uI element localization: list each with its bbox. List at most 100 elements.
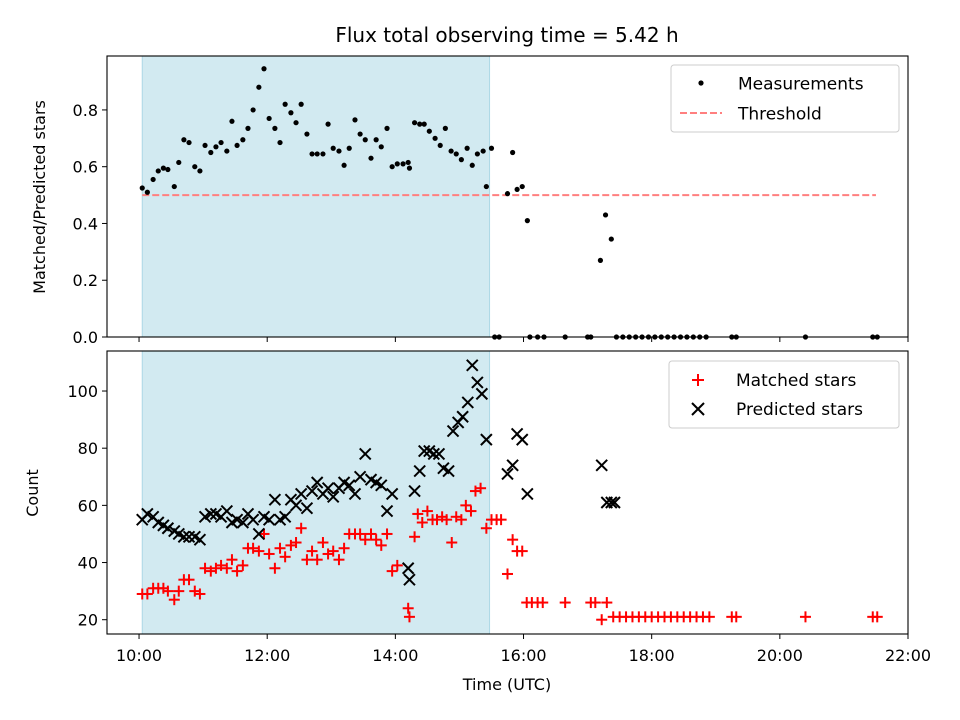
y-tick-label: 0.8 [73,101,98,120]
x-tick-label: 14:00 [372,646,418,665]
predicted-stars-point [427,447,441,461]
measurement-point [341,162,347,168]
measurement-point [514,186,520,193]
measurement-point [288,110,294,116]
measurement-point [330,145,336,151]
measurement-point [240,137,246,143]
predicted-stars-point [289,499,303,512]
matched-stars-point [402,602,414,614]
measurement-point [155,168,161,174]
measurement-point [309,151,315,157]
matched-stars-point [317,537,329,549]
predicted-stars-point [177,530,191,544]
measurement-point [256,84,262,90]
predicted-stars-point [348,487,362,501]
y-tick-label: 0.6 [73,158,98,177]
matched-stars-point [460,499,472,511]
matched-stars-point [601,597,613,609]
y-tick-label: 0.2 [73,271,98,290]
y-tick-label: 0.4 [73,214,98,233]
matched-stars-point [480,522,492,534]
legend-predicted-marker [691,402,705,416]
y-tick-label: 20 [78,611,98,630]
predicted-stars-point [326,490,340,503]
predicted-stars-point [471,376,484,389]
ratio-panel-frame [106,55,909,338]
predicted-stars-point [401,562,415,575]
matched-stars-point [306,545,318,557]
measurement-point [437,142,443,149]
measurement-point [524,218,530,224]
matched-stars-point [162,585,174,597]
measurement-point [426,128,432,134]
matched-stars-point [354,528,366,540]
predicted-stars-point [456,410,469,423]
predicted-stars-point [408,484,421,498]
matched-stars-point [559,597,571,609]
predicted-stars-point [204,507,218,521]
matched-stars-point [370,534,382,546]
matched-stars-point [237,559,249,571]
measurement-point [448,148,454,154]
y-tick-label: 80 [78,439,98,458]
predicted-stars-point [446,424,460,438]
measurement-point [362,137,368,143]
measurement-point [336,148,342,154]
predicted-stars-point [343,479,356,492]
measurement-point [218,139,224,146]
matched-stars-point [199,562,211,574]
legend-matched-label: Matched stars [736,371,856,391]
measurement-point [483,183,489,190]
predicted-stars-point [403,573,416,586]
predicted-stars-point [310,476,324,489]
measurement-point [314,151,320,157]
y-tick-label: 40 [78,554,98,573]
matched-stars-point [221,562,233,574]
measurement-point [192,164,198,170]
predicted-stars-point [506,459,519,472]
measurement-point [394,161,400,167]
measurement-point [229,118,235,124]
matched-stars-point [215,559,227,571]
matched-stars-point [589,597,601,609]
matched-stars-point [269,562,281,574]
predicted-stars-point [413,464,426,478]
matched-stars-point [412,508,424,520]
measurement-point [261,66,267,72]
measurement-point [474,151,480,157]
x-tick-label: 16:00 [500,646,546,665]
count-legend: Matched stars Predicted stars [668,360,900,429]
measurement-point [480,148,486,154]
matched-stars-point [441,514,453,526]
matched-stars-point [507,534,519,546]
predicted-stars-point [432,447,446,461]
x-tick-label: 12:00 [244,646,290,665]
x-tick-label: 10:00 [116,646,162,665]
y-tick-label: 60 [78,496,98,515]
predicted-stars-point [521,487,534,501]
predicted-stars-point [385,487,399,501]
measurement-point [411,120,418,126]
matched-stars-point [799,611,811,623]
predicted-stars-point [461,396,474,409]
measurement-point [384,125,390,131]
matched-stars-point [231,565,243,577]
count-panel-frame [106,350,909,635]
matched-stars-point [183,574,195,586]
predicted-stars-point [321,482,335,495]
matched-stars-point [703,611,715,623]
measurement-point [405,159,411,166]
matched-stars-point [311,554,323,566]
matched-stars-point [258,528,270,540]
matched-stars-point [279,551,291,563]
matched-stars-point [253,545,265,557]
measurement-point [176,159,182,166]
measurement-point [458,157,464,163]
matched-stars-point [194,588,206,600]
ratio-legend: Measurements Threshold [670,64,900,133]
legend-measurements-label: Measurements [738,75,864,95]
ratio-legend-box [670,64,900,133]
legend-matched-marker [692,374,704,386]
measurement-point [432,135,438,141]
